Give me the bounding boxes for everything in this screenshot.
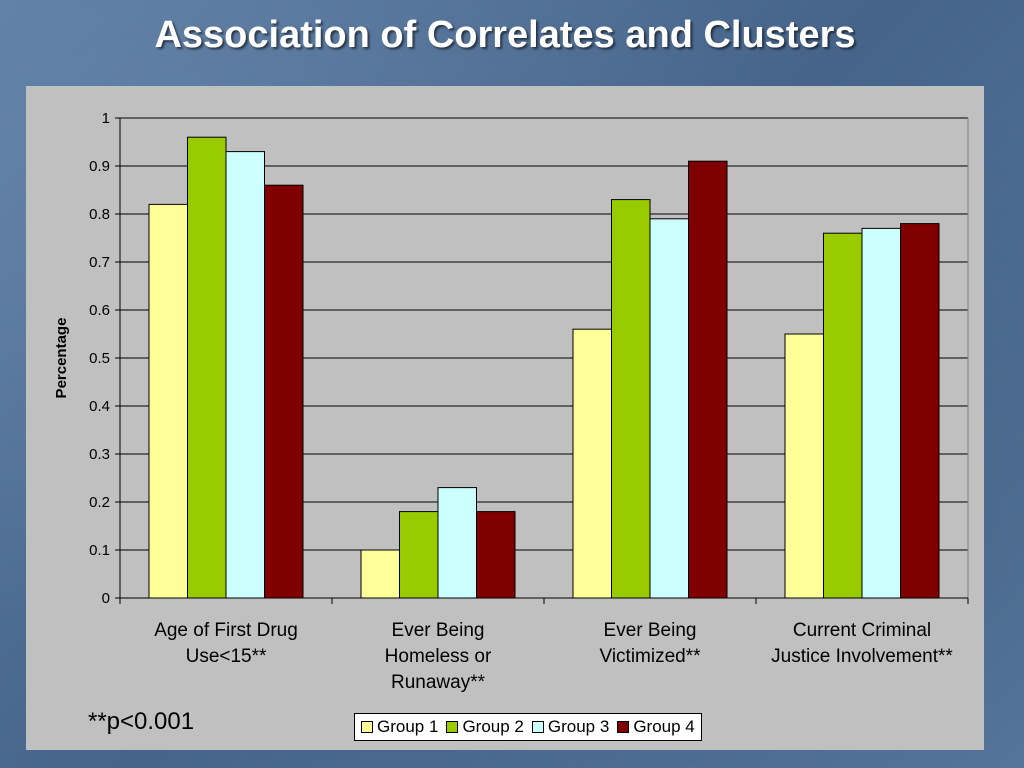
y-tick-label: 0.3 [89, 446, 110, 463]
y-tick-label: 0.4 [89, 398, 110, 415]
x-tick-label: Homeless or [385, 646, 492, 667]
legend-swatch [446, 721, 459, 733]
bar [148, 203, 188, 599]
legend-label: Group 3 [547, 717, 610, 736]
x-tick-label: Runaway** [391, 672, 486, 693]
bar [611, 199, 651, 599]
y-tick-label: 0 [102, 590, 110, 607]
legend-swatch [617, 721, 630, 733]
x-tick-label: Age of First Drug [154, 620, 298, 641]
y-tick-label: 0.8 [89, 206, 110, 223]
x-tick-label: Ever Being [392, 620, 485, 641]
y-tick-label: 1 [102, 110, 110, 127]
legend-swatch [531, 721, 544, 733]
footnote: **p<0.001 [88, 708, 195, 735]
bar [187, 136, 227, 599]
bar [437, 487, 477, 599]
legend-item-group-1: Group 1 [361, 717, 438, 737]
legend-label: Group 1 [377, 717, 439, 736]
y-tick-label: 0.5 [89, 350, 110, 367]
bar [688, 160, 728, 599]
x-tick-label: Current Criminal [793, 620, 931, 641]
bar [784, 333, 824, 599]
x-tick-label: Ever Being [604, 620, 697, 641]
x-tick-label: Victimized** [599, 646, 701, 667]
bar [572, 328, 612, 599]
slide-title: Association of Correlates and Clusters [154, 14, 856, 56]
legend-item-group-2: Group 2 [446, 717, 524, 737]
legend-item-group-3: Group 3 [531, 717, 610, 737]
y-tick-label: 0.6 [89, 302, 110, 319]
bar [900, 223, 940, 599]
bar [360, 549, 400, 599]
bar [264, 184, 304, 599]
bar [861, 227, 901, 599]
bar [823, 232, 863, 599]
y-axis-label: Percentage [53, 318, 70, 399]
bar-chart: 0 0.1 0.2 0.3 0.4 0.5 0.6 0.7 0.8 0.9 1 Percentage A… [53, 110, 969, 693]
legend-label: Group 4 [633, 717, 695, 736]
bar [476, 511, 516, 599]
y-tick-label: 0.2 [89, 494, 110, 511]
x-tick-label: Use<15** [186, 646, 267, 667]
legend-swatch [361, 721, 373, 733]
chart-legend: Group 1 Group 2 Group 3 Group 4 [354, 713, 702, 741]
y-tick-label: 0.9 [89, 158, 110, 175]
legend-item-group-4: Group 4 [617, 717, 695, 737]
y-tick-label: 0.1 [89, 542, 110, 559]
bar [649, 218, 689, 599]
bar [225, 151, 265, 599]
y-tick-label: 0.7 [89, 254, 110, 271]
bar [399, 511, 439, 599]
chart-area: 0 0.1 0.2 0.3 0.4 0.5 0.6 0.7 0.8 0.9 1 Percentage A… [26, 86, 984, 750]
legend-label: Group 2 [462, 717, 524, 736]
x-tick-label: Justice Involvement** [771, 646, 953, 667]
